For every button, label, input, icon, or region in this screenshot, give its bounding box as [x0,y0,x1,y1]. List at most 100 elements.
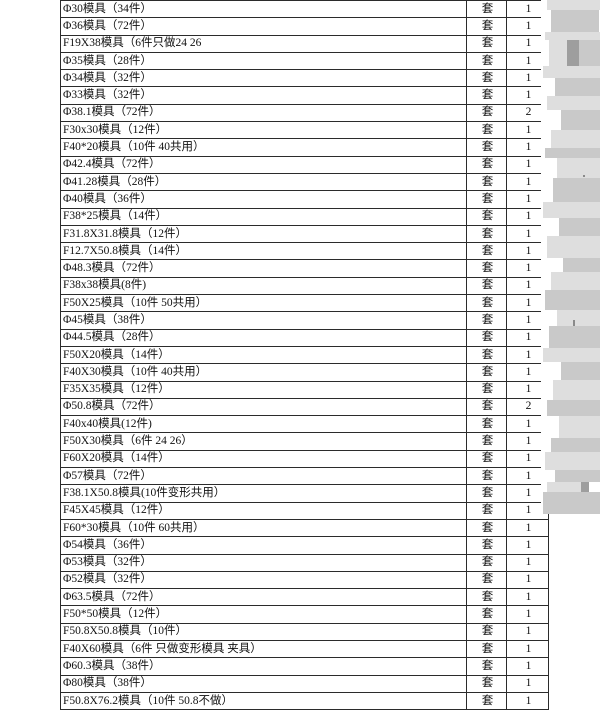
table-row: F19X38模具（6件只做24 26 套 1 [60,34,549,53]
table-row: Φ57模具（72件）套 1 [60,467,549,486]
table-row: Φ35模具（28件）套 1 [60,51,549,71]
table-row: Φ50.8模具（72件）套 2 [60,397,549,417]
cell-quantity: 1 [506,674,549,693]
table-row: F31.8X31.8模具（12件）套 1 [60,224,549,244]
table-row: Φ42.4模具（72件）套 1 [60,155,549,174]
cell-unit: 套 [466,155,507,174]
cell-unit: 套 [466,328,507,347]
table-row: Φ53模具（32件）套 1 [60,553,549,572]
cell-unit: 套 [466,588,507,607]
table-row: F40x40模具(12件) 套 1 [60,415,549,434]
cell-item-name: F38.1X50.8模具(10件变形共用） [60,484,467,503]
cell-unit: 套 [466,345,507,365]
cell-unit: 套 [466,605,507,624]
cell-unit: 套 [466,657,507,676]
table-row: Φ38.1模具（72件）套 2 [60,103,549,123]
table-row: Φ48.3模具（72件）套 1 [60,259,549,278]
cell-unit: 套 [466,276,507,296]
table-row: F50X25模具（10件 50共用）套 1 [60,294,549,313]
cell-unit: 套 [466,484,507,503]
cell-unit: 套 [466,224,507,244]
cell-unit: 套 [466,34,507,53]
table-row: F40X60模具（6件 只做变形模具 夹具）套 1 [60,639,549,659]
table-row: Φ30模具（34件）套 1 [60,0,549,19]
cell-item-name: F38*25模具（14件） [60,207,467,226]
cell-unit: 套 [466,622,507,641]
cell-item-name: Φ33模具（32件） [60,86,467,105]
cell-item-name: Φ53模具（32件） [60,553,467,572]
cell-unit: 套 [466,553,507,572]
cell-unit: 套 [466,0,507,19]
cell-unit: 套 [466,397,507,417]
cell-item-name: Φ54模具（36件） [60,536,467,555]
cell-unit: 套 [466,363,507,382]
cell-item-name: Φ80模具（38件） [60,674,467,693]
cell-item-name: Φ40模具（36件） [60,190,467,209]
cell-item-name: Φ45模具（38件） [60,311,467,330]
cell-item-name: Φ34模具（32件） [60,69,467,88]
cell-unit: 套 [466,449,507,469]
table-row: F38*25模具（14件）套 1 [60,207,549,226]
cell-item-name: F30x30模具（12件） [60,121,467,140]
left-margin [0,0,60,514]
cell-quantity: 1 [506,588,549,607]
table-row: F60*30模具（10件 60共用）套 1 [60,518,549,538]
cell-unit: 套 [466,190,507,209]
table-row: Φ44.5模具（28件）套 1 [60,328,549,347]
table-row: Φ33模具（32件）套 1 [60,86,549,105]
cell-item-name: F35X35模具（12件） [60,380,467,399]
table-row: Φ52模具（32件）套 1 [60,570,549,590]
cell-item-name: F38x38模具(8件) [60,276,467,296]
cell-unit: 套 [466,138,507,157]
table-row: F35X35模具（12件）套 1 [60,380,549,399]
cell-unit: 套 [466,17,507,36]
cell-item-name: Φ41.28模具（28件） [60,172,467,192]
cell-unit: 套 [466,432,507,451]
cell-quantity: 1 [506,691,549,710]
table-row: Φ80模具（38件）套 1 [60,674,549,693]
cell-unit: 套 [466,691,507,710]
table-row: F30x30模具（12件）套 1 [60,121,549,140]
table-row: Φ45模具（38件）套 1 [60,311,549,330]
cell-unit: 套 [466,69,507,88]
cell-item-name: Φ44.5模具（28件） [60,328,467,347]
cell-item-name: F40X60模具（6件 只做变形模具 夹具） [60,639,467,659]
cell-item-name: F50.8X50.8模具（10件） [60,622,467,641]
cell-item-name: Φ48.3模具（72件） [60,259,467,278]
cell-unit: 套 [466,207,507,226]
cell-item-name: Φ60.3模具（38件） [60,657,467,676]
table-row: Φ54模具（36件）套 1 [60,536,549,555]
cell-item-name: Φ38.1模具（72件） [60,103,467,123]
scan-artifact-column [541,0,600,514]
cell-item-name: F50*50模具（12件） [60,605,467,624]
table-row: F50.8X50.8模具（10件）套 1 [60,622,549,641]
cell-quantity: 1 [506,536,549,555]
cell-quantity: 1 [506,553,549,572]
cell-unit: 套 [466,103,507,123]
cell-item-name: F60X20模具（14件） [60,449,467,469]
cell-item-name: F40X30模具（10件 40共用） [60,363,467,382]
cell-item-name: Φ52模具（32件） [60,570,467,590]
table-row: F60X20模具（14件）套 1 [60,449,549,469]
cell-unit: 套 [466,311,507,330]
table-row: F50X20模具（14件）套 1 [60,345,549,365]
table-row: F12.7X50.8模具（14件）套 1 [60,242,549,261]
table-body: Φ30模具（34件）套 1 Φ36模具（72件）套 1 F19X38模具（6件只做24 … [60,0,549,710]
table-row: F38x38模具(8件) 套 1 [60,276,549,296]
cell-unit: 套 [466,415,507,434]
cell-quantity: 1 [506,605,549,624]
cell-item-name: Φ63.5模具（72件） [60,588,467,607]
cell-item-name: F40*20模具（10件 40共用） [60,138,467,157]
table-row: Φ40模具（36件）套 1 [60,190,549,209]
table-row: F50.8X76.2模具（10件 50.8不做）套 1 [60,691,549,710]
cell-unit: 套 [466,51,507,71]
cell-unit: 套 [466,501,507,520]
cell-quantity: 1 [506,657,549,676]
table-row: Φ63.5模具（72件）套 1 [60,588,549,607]
table-row: F38.1X50.8模具(10件变形共用）套 1 [60,484,549,503]
table-row: Φ34模具（32件）套 1 [60,69,549,88]
cell-unit: 套 [466,242,507,261]
cell-item-name: F50.8X76.2模具（10件 50.8不做） [60,691,467,710]
table-row: Φ60.3模具（38件）套 1 [60,657,549,676]
cell-item-name: F50X20模具（14件） [60,345,467,365]
